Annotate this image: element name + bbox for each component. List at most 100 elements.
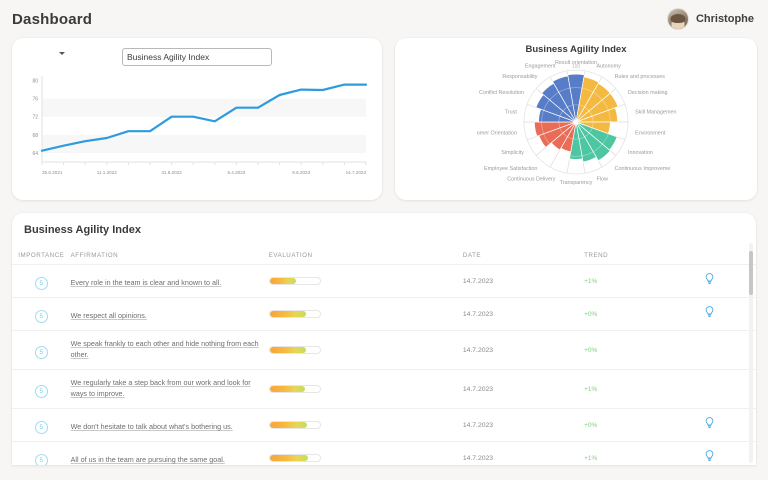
lightbulb-icon[interactable] bbox=[705, 450, 714, 465]
svg-text:Skill Managemen: Skill Managemen bbox=[635, 110, 676, 116]
evaluation-bar[interactable] bbox=[268, 277, 321, 285]
svg-text:Responsability: Responsability bbox=[502, 74, 537, 80]
table-row[interactable]: 5 We regularly take a step back from our … bbox=[12, 369, 756, 409]
insight-cell bbox=[705, 408, 756, 442]
affirmation-link[interactable]: We speak frankly to each other and hide … bbox=[70, 339, 259, 360]
date-cell: 14.7.2023 bbox=[462, 264, 585, 298]
evaluation-bar-fill bbox=[269, 386, 305, 393]
affirmation-link[interactable]: All of us in the team are pursuing the s… bbox=[70, 455, 225, 465]
svg-text:Trust: Trust bbox=[505, 110, 518, 116]
importance-badge: 5 bbox=[34, 385, 48, 399]
svg-text:5.4.2023: 5.4.2023 bbox=[227, 170, 245, 175]
trend-cell: +1% bbox=[584, 369, 706, 409]
affirmation-cell: We don't hesitate to talk about what's b… bbox=[70, 408, 269, 442]
date-cell: 14.7.2023 bbox=[462, 441, 585, 465]
radar-holder: Business Agility Index 100 Result orienta… bbox=[395, 38, 757, 201]
date-cell: 14.7.2023 bbox=[462, 408, 585, 442]
line-chart-holder: 64 68 72 76 80 25.6.2021 11.1.2022 31.8.2022 5.4… bbox=[12, 66, 382, 197]
table-row[interactable]: 5 We respect all opinions. 14.7.2023 +0% bbox=[12, 297, 756, 331]
evaluation-cell bbox=[268, 369, 463, 409]
metric-select[interactable]: Business Agility Index bbox=[122, 48, 272, 66]
column-header-affirmation[interactable]: AFFIRMATION bbox=[70, 252, 119, 259]
importance-badge: 5 bbox=[34, 346, 48, 360]
evaluation-cell bbox=[268, 264, 463, 298]
lightbulb-icon[interactable] bbox=[705, 417, 714, 432]
importance-cell: 5 bbox=[12, 264, 71, 298]
radar-chart-card: Business Agility Index 100 Result orienta… bbox=[395, 38, 757, 200]
affirmations-table-card: Business Agility Index IMPORTANCE AFFIRM… bbox=[12, 213, 756, 465]
importance-cell: 5 bbox=[12, 441, 71, 465]
evaluation-cell bbox=[268, 441, 463, 465]
evaluation-cell bbox=[268, 297, 463, 331]
column-header-evaluation[interactable]: EVALUATION bbox=[268, 252, 313, 259]
table-body: 5 Every role in the team is clear and kno… bbox=[12, 264, 756, 465]
importance-cell: 5 bbox=[12, 408, 71, 442]
table-scrollbar-thumb[interactable] bbox=[749, 251, 753, 295]
affirmation-cell: We speak frankly to each other and hide … bbox=[70, 329, 269, 370]
affirmations-table: IMPORTANCE AFFIRMATION EVALUATION DATE T… bbox=[12, 236, 756, 465]
svg-text:Continuous Delivery: Continuous Delivery bbox=[507, 176, 556, 182]
insight-cell bbox=[705, 369, 756, 409]
insight-cell bbox=[705, 297, 756, 331]
evaluation-bar-fill bbox=[269, 455, 308, 462]
importance-badge: 5 bbox=[34, 454, 48, 465]
trend-cell: +1% bbox=[584, 264, 706, 298]
table-row[interactable]: 5 All of us in the team are pursuing the … bbox=[12, 441, 756, 465]
svg-text:25.6.2021: 25.6.2021 bbox=[42, 170, 63, 175]
affirmation-cell: We regularly take a step back from our w… bbox=[70, 369, 269, 409]
table-scrollbar-track[interactable] bbox=[749, 243, 753, 463]
evaluation-bar[interactable] bbox=[268, 454, 321, 463]
affirmation-link[interactable]: We respect all opinions. bbox=[70, 311, 147, 320]
svg-text:76: 76 bbox=[32, 97, 38, 103]
evaluation-bar[interactable] bbox=[268, 310, 321, 318]
svg-text:Flow: Flow bbox=[597, 176, 608, 182]
trend-cell: +0% bbox=[584, 408, 706, 442]
user-menu[interactable]: Christophe bbox=[666, 8, 754, 30]
svg-text:Innovation: Innovation bbox=[628, 150, 653, 156]
table-title: Business Agility Index bbox=[24, 224, 141, 236]
table-row[interactable]: 5 Every role in the team is clear and kno… bbox=[12, 264, 756, 298]
insight-cell bbox=[705, 329, 756, 370]
affirmation-link[interactable]: We don't hesitate to talk about what's b… bbox=[70, 422, 233, 432]
insight-cell bbox=[705, 264, 756, 298]
evaluation-bar-fill bbox=[269, 347, 306, 354]
table-row[interactable]: 5 We don't hesitate to talk about what's … bbox=[12, 408, 756, 442]
page-title: Dashboard bbox=[12, 10, 93, 28]
date-cell: 14.7.2023 bbox=[462, 297, 585, 331]
evaluation-cell bbox=[268, 329, 463, 370]
svg-text:Decision making: Decision making bbox=[628, 90, 668, 96]
table-head: IMPORTANCE AFFIRMATION EVALUATION DATE T… bbox=[12, 236, 756, 265]
user-name-label: Christophe bbox=[695, 13, 754, 25]
svg-text:omer Orientation: omer Orientation bbox=[477, 130, 517, 136]
evaluation-bar[interactable] bbox=[268, 346, 321, 355]
lightbulb-icon[interactable] bbox=[705, 306, 714, 321]
importance-cell: 5 bbox=[12, 329, 71, 370]
affirmation-link[interactable]: Every role in the team is clear and know… bbox=[70, 278, 222, 287]
column-header-importance[interactable]: IMPORTANCE bbox=[18, 252, 65, 259]
trend-cell: +1% bbox=[584, 441, 706, 465]
column-header-trend[interactable]: TREND bbox=[584, 252, 609, 259]
affirmation-cell: All of us in the team are pursuing the s… bbox=[70, 441, 269, 465]
date-cell: 14.7.2023 bbox=[462, 369, 585, 409]
svg-text:11.1.2022: 11.1.2022 bbox=[97, 170, 118, 175]
lightbulb-icon[interactable] bbox=[705, 273, 714, 288]
svg-text:14.7.2023: 14.7.2023 bbox=[346, 170, 367, 175]
user-avatar-icon bbox=[666, 8, 689, 30]
svg-text:Result orientation: Result orientation bbox=[555, 60, 597, 66]
evaluation-bar[interactable] bbox=[268, 421, 321, 430]
evaluation-cell bbox=[268, 408, 463, 442]
svg-text:72: 72 bbox=[32, 115, 38, 121]
svg-text:9.6.2023: 9.6.2023 bbox=[292, 170, 310, 175]
charts-row: Business Agility Index 64 68 72 76 80 25.6.20… bbox=[0, 38, 768, 200]
table-row[interactable]: 5 We speak frankly to each other and hide… bbox=[12, 329, 756, 370]
date-cell: 14.7.2023 bbox=[462, 329, 585, 370]
svg-text:80: 80 bbox=[32, 79, 38, 85]
insight-cell bbox=[705, 441, 756, 465]
column-header-date[interactable]: DATE bbox=[462, 252, 482, 259]
importance-cell: 5 bbox=[12, 297, 71, 331]
evaluation-bar[interactable] bbox=[268, 385, 321, 394]
trend-cell: +0% bbox=[584, 329, 706, 370]
svg-text:Engagement: Engagement bbox=[525, 64, 556, 70]
affirmation-link[interactable]: We regularly take a step back from our w… bbox=[70, 378, 251, 399]
line-chart: 64 68 72 76 80 25.6.2021 11.1.2022 31.8.2022 5.4… bbox=[32, 76, 368, 175]
